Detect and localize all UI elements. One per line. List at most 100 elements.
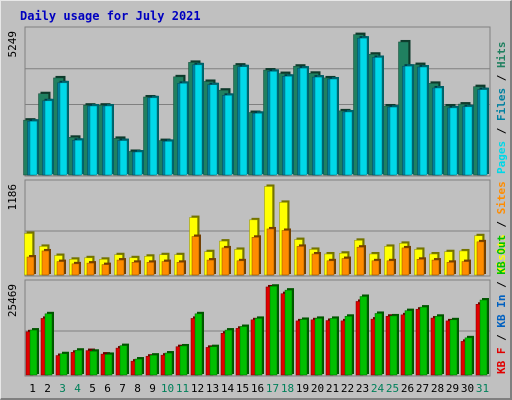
- bar-kb-out: [209, 346, 218, 376]
- bar-sites: [176, 262, 185, 276]
- bar-sites: [26, 256, 35, 276]
- bar-sites: [206, 259, 215, 276]
- legend-entry: /: [495, 328, 508, 348]
- bar-kb-out: [89, 351, 98, 376]
- bar-sites: [71, 263, 80, 276]
- bar-kb-out: [419, 306, 428, 376]
- bar-sites: [476, 241, 485, 276]
- bar-kb-out: [479, 299, 488, 376]
- legend-entry: Files: [495, 88, 508, 121]
- chart-title: Daily usage for July 2021: [20, 9, 201, 23]
- bar-pages: [209, 84, 218, 176]
- bar-sites: [191, 236, 200, 276]
- x-tick-label: 5: [89, 382, 96, 395]
- bar-pages: [449, 107, 458, 176]
- bar-sites: [326, 260, 335, 276]
- legend-entry: /: [495, 275, 508, 295]
- bar-sites: [86, 262, 95, 276]
- panel-hits: 5249 Pages / Files / Hits: [6, 26, 508, 177]
- bar-pages: [389, 106, 398, 176]
- x-tick-label: 6: [104, 382, 111, 395]
- x-tick-label: 14: [221, 382, 235, 395]
- x-tick-label: 21: [326, 382, 339, 395]
- bar-sites: [401, 247, 410, 276]
- bar-kb-out: [74, 349, 83, 376]
- bar-pages: [164, 141, 173, 176]
- bar-kb-out: [464, 337, 473, 376]
- x-tick-label: 23: [356, 382, 369, 395]
- bar-sites: [161, 261, 170, 276]
- bar-sites: [416, 259, 425, 276]
- bar-kb-out: [254, 318, 263, 376]
- bar-kb-out: [44, 313, 53, 376]
- legend-kbytes: KB F / KB In / KB Out: [495, 235, 508, 374]
- bar-kb-out: [104, 354, 113, 376]
- bar-sites: [311, 253, 320, 276]
- x-tick-label: 1: [29, 382, 36, 395]
- max-label-visits: 1186: [6, 184, 19, 211]
- bar-kb-out: [179, 345, 188, 376]
- x-tick-label: 22: [341, 382, 354, 395]
- bar-pages: [104, 105, 113, 176]
- legend-entry: KB F: [495, 348, 508, 375]
- bar-kb-out: [239, 326, 248, 376]
- x-axis-labels: 1 2 3 4 5 6 7 8 9 10 11 12 13 14 15 16 17 18 19 20 21 22 23 24 2…: [29, 382, 489, 395]
- bar-sites: [386, 260, 395, 276]
- bar-pages: [59, 82, 68, 176]
- bar-pages: [374, 57, 383, 176]
- x-tick-label: 20: [311, 382, 324, 395]
- bar-pages: [314, 76, 323, 176]
- bar-pages: [149, 97, 158, 176]
- x-tick-label: 29: [446, 382, 459, 395]
- legend-hits: Pages / Files / Hits: [495, 42, 508, 175]
- bar-sites: [101, 264, 110, 276]
- bar-pages: [479, 89, 488, 176]
- bar-sites: [236, 260, 245, 276]
- max-label-hits: 5249: [6, 31, 19, 58]
- bar-sites: [431, 259, 440, 276]
- bar-sites: [446, 262, 455, 276]
- legend-entry: Sites: [495, 181, 508, 214]
- bar-pages: [74, 140, 83, 176]
- x-tick-label: 30: [461, 382, 474, 395]
- bar-pages: [464, 106, 473, 176]
- legend-entry: KB Out: [495, 235, 508, 275]
- bar-pages: [89, 105, 98, 176]
- x-tick-label: 3: [59, 382, 66, 395]
- bar-kb-out: [29, 329, 38, 376]
- bar-sites: [266, 228, 275, 276]
- x-tick-label: 13: [206, 382, 219, 395]
- bar-kb-out: [149, 354, 158, 376]
- bar-kb-out: [314, 318, 323, 376]
- bar-pages: [239, 66, 248, 176]
- bar-kb-out: [449, 319, 458, 376]
- bar-kb-out: [359, 296, 368, 376]
- panel-visits: 1186 Visits / Sites: [6, 179, 508, 277]
- bar-kb-out: [374, 313, 383, 376]
- x-tick-label: 24: [371, 382, 385, 395]
- bar-pages: [359, 37, 368, 176]
- bar-pages: [29, 120, 38, 176]
- x-tick-label: 26: [401, 382, 414, 395]
- bar-sites: [461, 261, 470, 276]
- bar-sites: [146, 262, 155, 276]
- bar-pages: [194, 64, 203, 176]
- legend-entry: /: [495, 121, 508, 141]
- legend-entry: Visits: [495, 234, 508, 274]
- bar-sites: [41, 250, 50, 276]
- x-tick-label: 16: [251, 382, 264, 395]
- chart-panels: 5249 Pages / Files / Hits 1186 Visits / Sit…: [6, 26, 508, 377]
- x-tick-label: 7: [119, 382, 126, 395]
- x-tick-label: 8: [134, 382, 141, 395]
- bar-pages: [134, 151, 143, 176]
- bar-kb-out: [194, 313, 203, 376]
- legend-visits: Visits / Sites: [495, 181, 508, 274]
- bar-kb-out: [344, 316, 353, 376]
- x-tick-label: 15: [236, 382, 249, 395]
- x-tick-label: 9: [149, 382, 156, 395]
- bar-sites: [56, 261, 65, 276]
- bar-pages: [119, 140, 128, 176]
- bar-sites: [251, 237, 260, 276]
- legend-entry: Pages: [495, 141, 508, 174]
- x-tick-label: 2: [44, 382, 51, 395]
